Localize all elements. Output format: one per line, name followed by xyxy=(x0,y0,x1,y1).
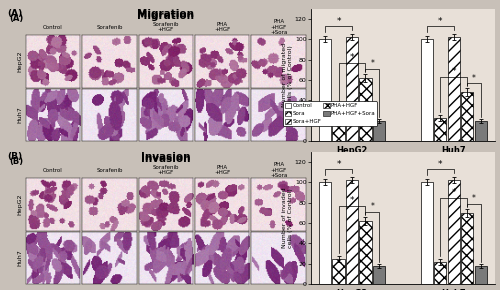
Y-axis label: Number of invaded
cells (% of Control): Number of invaded cells (% of Control) xyxy=(282,188,292,248)
Text: PHA
+HGF
+Sora: PHA +HGF +Sora xyxy=(270,162,287,178)
Text: Sorafenib: Sorafenib xyxy=(96,25,122,30)
Text: PHA
+HGF: PHA +HGF xyxy=(214,22,230,32)
Text: (A): (A) xyxy=(9,14,23,23)
Text: *: * xyxy=(452,188,456,197)
Bar xyxy=(420,39,433,141)
Text: *: * xyxy=(370,59,374,68)
Text: (B): (B) xyxy=(9,157,23,166)
Text: PHA
+HGF
+Sora: PHA +HGF +Sora xyxy=(270,19,287,35)
Text: *: * xyxy=(438,160,442,168)
Text: Huh7: Huh7 xyxy=(17,107,22,123)
Bar xyxy=(434,118,446,141)
Bar xyxy=(346,37,358,141)
Bar xyxy=(332,259,344,284)
Bar xyxy=(346,180,358,284)
Bar xyxy=(319,39,331,141)
Text: *: * xyxy=(472,74,476,83)
Text: Sorafenib
+HGF: Sorafenib +HGF xyxy=(152,165,179,175)
Bar xyxy=(360,78,372,141)
Text: Control: Control xyxy=(43,25,63,30)
Bar xyxy=(373,266,385,284)
Y-axis label: Number of migrated
cells (% of Control): Number of migrated cells (% of Control) xyxy=(282,43,292,107)
Text: Control: Control xyxy=(43,168,63,173)
Text: *: * xyxy=(452,68,456,77)
Bar xyxy=(448,180,460,284)
Text: Huh7: Huh7 xyxy=(17,250,22,267)
Bar xyxy=(448,37,460,141)
Text: Migration: Migration xyxy=(138,9,194,19)
Bar xyxy=(474,121,486,141)
Bar xyxy=(420,182,433,284)
Bar xyxy=(461,92,473,141)
Text: Sorafenib
+HGF: Sorafenib +HGF xyxy=(152,22,179,32)
Text: *: * xyxy=(350,196,354,205)
Text: Sorafenib: Sorafenib xyxy=(96,168,122,173)
Text: (A): (A) xyxy=(7,9,22,18)
Bar xyxy=(434,262,446,284)
Text: *: * xyxy=(336,160,341,168)
Text: Invasion: Invasion xyxy=(141,152,190,162)
Bar xyxy=(474,266,486,284)
Text: *: * xyxy=(438,17,442,26)
Bar xyxy=(373,121,385,141)
Bar xyxy=(332,113,344,141)
Text: Invasion: Invasion xyxy=(141,154,190,164)
Text: Migration: Migration xyxy=(138,11,194,21)
Text: *: * xyxy=(472,194,476,203)
Text: *: * xyxy=(370,202,374,211)
Bar xyxy=(360,221,372,284)
Bar xyxy=(461,213,473,284)
Text: HepG2: HepG2 xyxy=(17,194,22,215)
Text: HepG2: HepG2 xyxy=(17,50,22,72)
Text: (B): (B) xyxy=(7,152,22,161)
Bar xyxy=(319,182,331,284)
Text: *: * xyxy=(336,17,341,26)
Legend: Control, Sora, Sora+HGF, PHA+HGF, PHA+HGF+Sora: Control, Sora, Sora+HGF, PHA+HGF, PHA+HG… xyxy=(283,102,377,126)
Text: PHA
+HGF: PHA +HGF xyxy=(214,165,230,175)
Text: *: * xyxy=(350,53,354,62)
